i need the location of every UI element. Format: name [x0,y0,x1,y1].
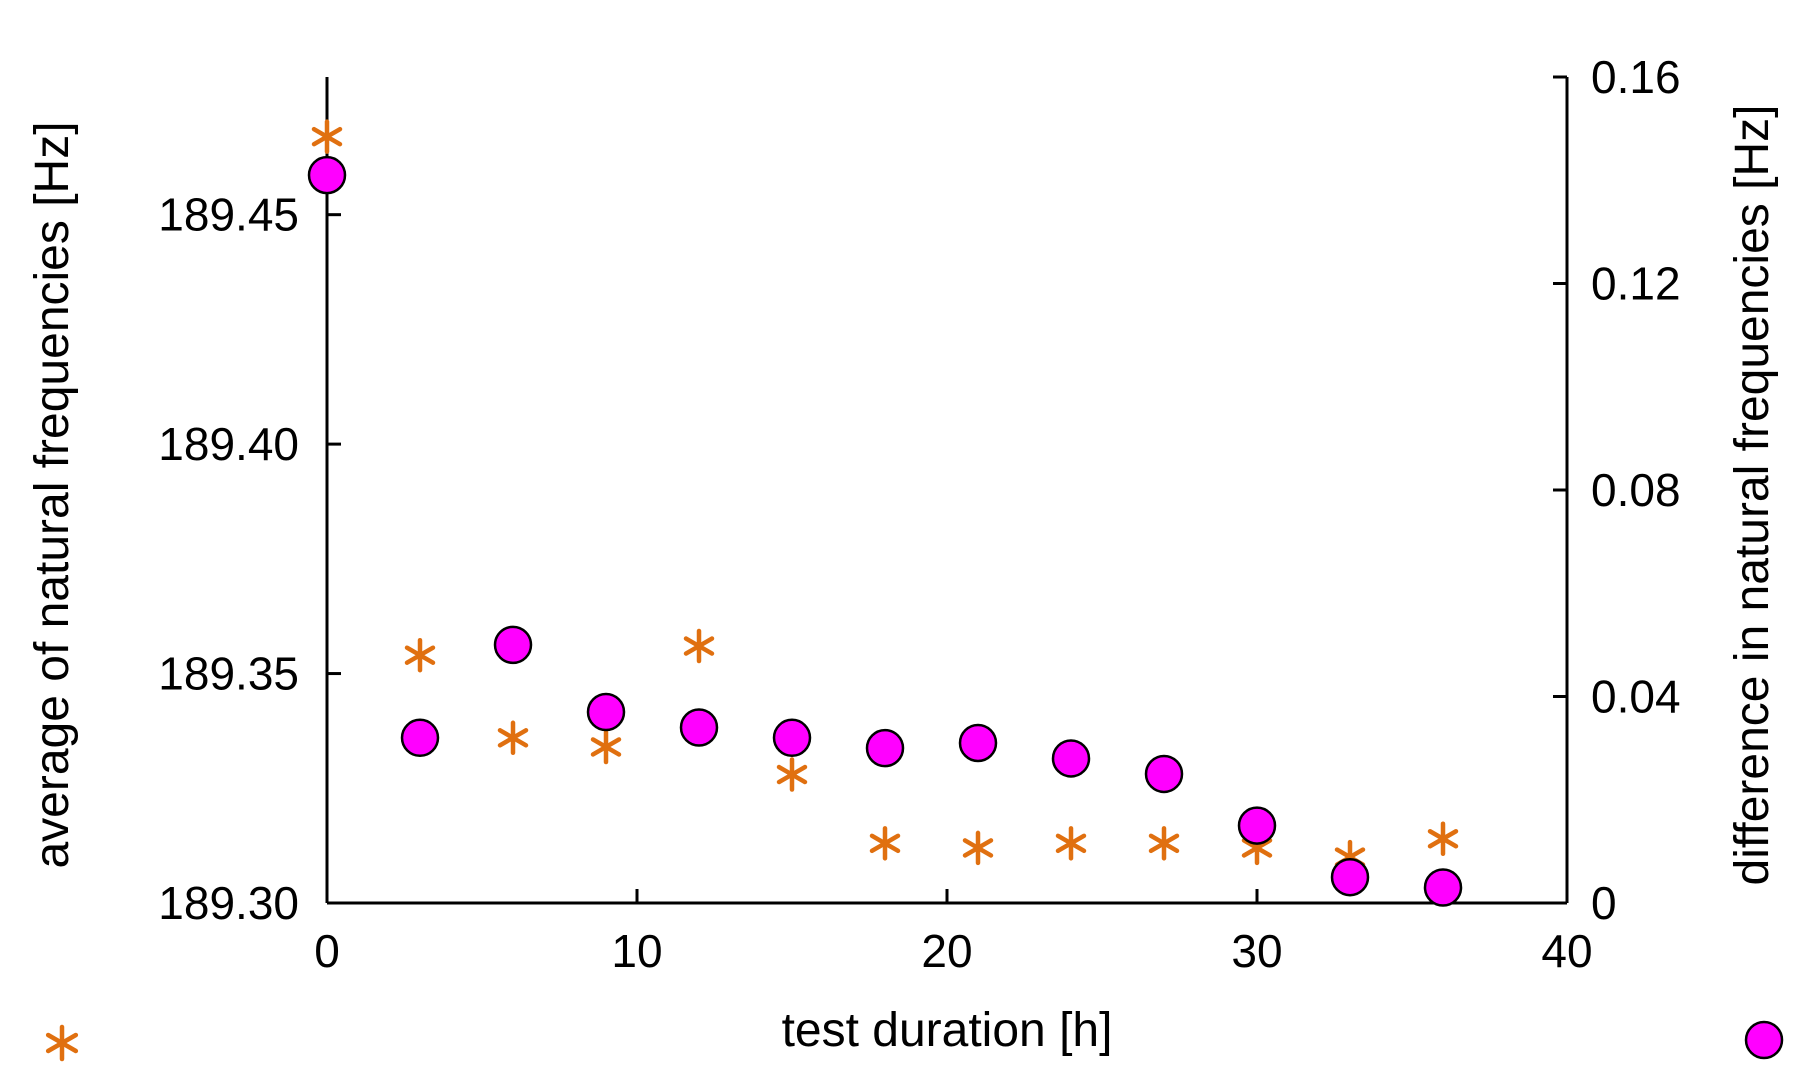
legend-circle-symbol [1744,1020,1784,1060]
right-y-tick-label: 0 [1591,877,1617,929]
x-axis-title: test duration [h] [782,1004,1113,1057]
x-tick-label: 40 [1541,925,1592,977]
avg-frequency-point [1427,821,1459,857]
x-tick-label: 20 [921,925,972,977]
freq-difference-point [865,728,905,768]
freq-difference-point [400,718,440,758]
freq-difference-point [307,155,347,195]
avg-frequency-point [1055,826,1087,861]
avg-frequency-point [404,637,436,673]
freq-difference-point [1051,739,1091,778]
avg-frequency-point [311,119,343,154]
freq-difference-point [1144,754,1184,794]
x-tick-label: 10 [611,925,662,977]
left-y-axis-title: average of natural frequencies [Hz] [26,121,79,868]
right-y-tick-label: 0.04 [1591,671,1681,723]
right-y-tick-label: 0.08 [1591,464,1681,516]
freq-difference-point [586,692,626,732]
avg-frequency-point [1148,826,1180,861]
tick-labels-group: 0 10 20 30 40 189.30 189.35 189.40 189.45 0 0.04 0.… [158,51,1680,977]
legend-symbols-group [45,1020,1784,1062]
axes-group [325,77,1569,905]
left-y-tick-label: 189.40 [158,418,299,470]
right-y-axis-title: difference in natural frequencies [Hz] [1726,105,1779,886]
avg-frequency-point [869,826,901,861]
freq-difference-point [679,708,719,747]
freq-difference-point [1423,868,1463,907]
freq-difference-point [1237,806,1277,845]
legend-asterisk-symbol [45,1024,79,1062]
axis-titles-group: test duration [h] average of natural fre… [26,105,1779,1057]
x-tick-label: 30 [1231,925,1282,977]
right-y-tick-label: 0.16 [1591,51,1681,103]
left-y-tick-label: 189.35 [158,648,299,700]
x-tick-label: 0 [314,925,340,977]
freq-difference-point [958,723,998,763]
freq-difference-point [772,718,812,758]
freq-difference-point [1330,857,1370,897]
avg-frequency-point [776,757,808,792]
avg-frequency-point [962,830,994,866]
ticks-group [325,75,1569,905]
avg-frequency-point [683,628,715,664]
left-y-tick-label: 189.30 [158,877,299,929]
right-y-tick-label: 0.12 [1591,258,1681,310]
avg-frequency-point [497,720,529,756]
data-marks-group [307,119,1463,907]
left-y-tick-label: 189.45 [158,189,299,241]
avg-frequency-point [590,729,622,765]
freq-difference-point [493,625,533,665]
